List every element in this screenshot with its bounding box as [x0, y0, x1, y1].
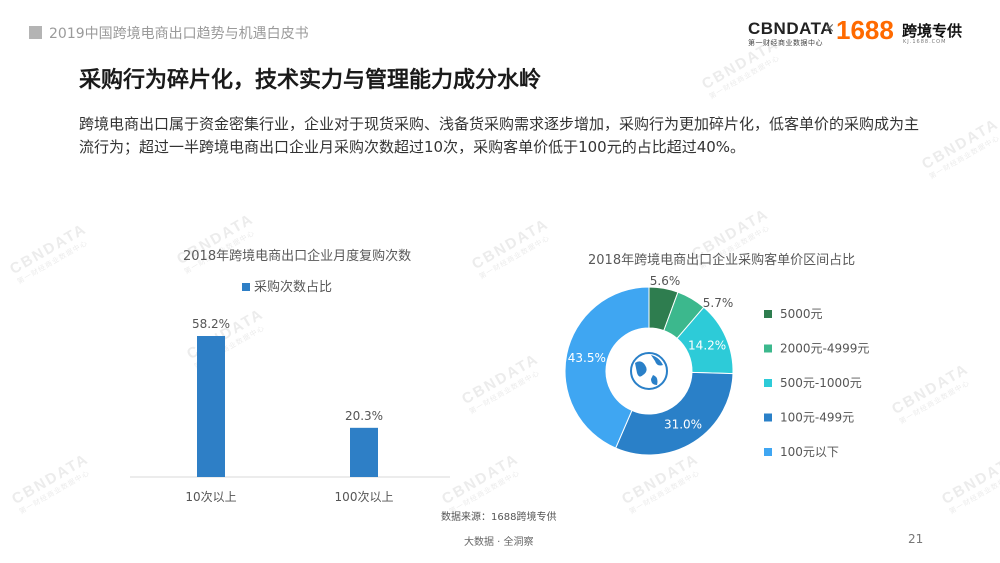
bar-legend: 采购次数占比: [242, 279, 332, 295]
footer-tagline: 大数据 · 全洞察: [464, 537, 534, 548]
legend-label: 100元以下: [780, 445, 839, 459]
cbndata-logo-subtitle: 第一财经商业数据中心: [748, 39, 823, 47]
legend-swatch: [764, 379, 772, 387]
legend-label: 100元-499元: [780, 411, 854, 425]
slice-label: 5.6%: [650, 274, 681, 288]
legend-label: 2000元-4999元: [780, 342, 869, 356]
bar-chart: 采购次数占比 58.2% 10次以上 20.3% 100次以上: [130, 279, 450, 504]
pie-legend-item: 100元-499元: [764, 411, 854, 425]
partner-logo: 跨境专供: [902, 22, 963, 40]
logo-separator: ×: [824, 21, 835, 36]
slice-label: 5.7%: [703, 296, 734, 310]
page-number: 21: [908, 532, 924, 546]
pie-legend-item: 5000元: [764, 307, 823, 321]
data-label: 58.2%: [192, 317, 230, 331]
data-label: 20.3%: [345, 409, 383, 423]
pie-legend-item: 2000元-4999元: [764, 342, 869, 356]
watermark: CBNDATA 第一财经商业数据中心: [439, 450, 522, 516]
legend-label: 5000元: [780, 307, 823, 321]
donut-chart-title: 2018年跨境电商出口企业采购客单价区间占比: [588, 253, 856, 268]
watermark: CBNDATA 第一财经商业数据中心: [7, 220, 90, 286]
legend-swatch: [764, 344, 772, 353]
x-tick-label: 100次以上: [335, 490, 394, 504]
partner-logo-url: KJ.1688.COM: [903, 39, 947, 45]
watermark: CBNDATA 第一财经商业数据中心: [919, 115, 1000, 181]
bar-2: [350, 427, 378, 477]
pie-legend-item: 100元以下: [764, 445, 839, 459]
watermark: CBNDATA 第一财经商业数据中心: [459, 350, 542, 416]
donut-chart: 5.6% 5.7% 14.2% 31.0% 43.5% 5000元 2000元-4999元 5…: [564, 274, 869, 459]
page-description: 跨境电商出口属于资金密集行业，企业对于现货采购、浅备货采购需求逐步增加，采购行为…: [79, 115, 920, 156]
legend-swatch: [764, 448, 772, 456]
header-square-icon: [29, 26, 42, 39]
legend-swatch: [764, 413, 772, 422]
legend-swatch: [764, 310, 772, 318]
slice-5: [564, 286, 650, 449]
report-title: 2019中国跨境电商出口趋势与机遇白皮书: [49, 26, 309, 42]
pie-legend-item: 500元-1000元: [764, 376, 862, 390]
legend-label: 500元-1000元: [780, 376, 862, 390]
x-tick-label: 10次以上: [185, 490, 236, 504]
slice-label: 43.5%: [568, 351, 606, 365]
watermark: CBNDATA 第一财经商业数据中心: [9, 450, 92, 516]
watermark: CBNDATA 第一财经商业数据中心: [174, 210, 257, 276]
watermark: CBNDATA 第一财经商业数据中心: [469, 215, 552, 281]
page-heading: 采购行为碎片化，技术实力与管理能力成分水岭: [79, 68, 542, 93]
slice-label: 14.2%: [688, 338, 726, 352]
bar-1: [197, 336, 225, 477]
slice-label: 31.0%: [664, 418, 702, 432]
legend-label: 采购次数占比: [254, 279, 332, 295]
1688-logo: 1688: [836, 15, 894, 45]
data-source: 数据来源：1688跨境专供: [441, 512, 557, 523]
bar-chart-title: 2018年跨境电商出口企业月度复购次数: [183, 249, 412, 264]
cbndata-logo: CBNDATA: [748, 19, 834, 38]
legend-swatch: [242, 283, 250, 291]
globe-icon: [630, 352, 668, 390]
slice-4: [614, 371, 734, 456]
